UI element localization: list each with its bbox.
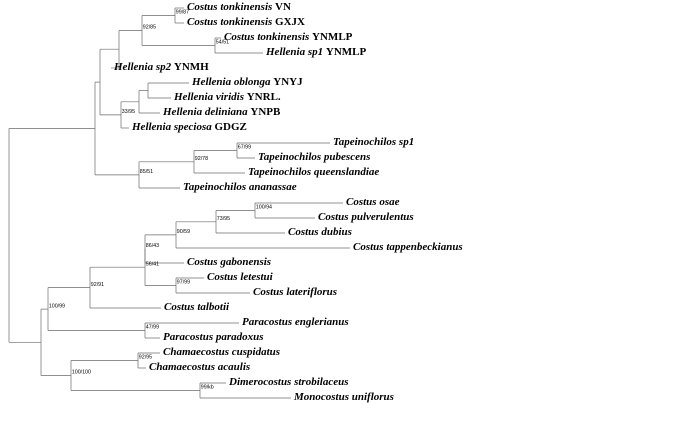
svg-text:92/91: 92/91 [91,282,104,288]
svg-text:97/99: 97/99 [177,280,190,286]
svg-text:73/95: 73/95 [217,216,230,222]
svg-text:47/99: 47/99 [146,325,159,331]
svg-text:85/51: 85/51 [140,169,153,175]
svg-text:92/85: 92/85 [143,25,156,31]
svg-text:99/kb: 99/kb [201,385,214,391]
svg-text:90/59: 90/59 [177,229,190,235]
svg-text:33/95: 33/95 [122,109,135,115]
svg-text:56/41: 56/41 [146,261,159,267]
svg-text:100/99: 100/99 [49,303,65,309]
svg-text:86/43: 86/43 [146,243,159,249]
svg-text:92/78: 92/78 [195,156,208,162]
svg-text:100/100: 100/100 [72,370,91,376]
svg-text:100/94: 100/94 [256,205,272,211]
svg-text:67/99: 67/99 [238,145,251,151]
